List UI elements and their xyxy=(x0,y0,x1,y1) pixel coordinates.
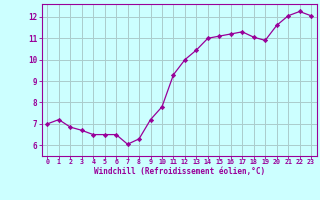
X-axis label: Windchill (Refroidissement éolien,°C): Windchill (Refroidissement éolien,°C) xyxy=(94,167,265,176)
